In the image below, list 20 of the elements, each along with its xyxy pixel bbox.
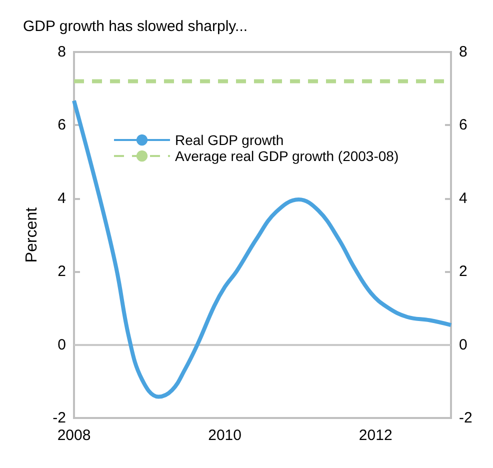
y-axis-title: Percent [24, 206, 40, 263]
y-tick-label: 6 [58, 116, 66, 134]
y2-tick-label: -2 [459, 410, 472, 426]
y-tick-label: 2 [58, 263, 66, 280]
chart-title: GDP growth has slowed sharply... [23, 18, 248, 35]
y-tick-label: 0 [58, 336, 66, 354]
y2-tick-label: 6 [459, 116, 468, 134]
y2-tick-label: 4 [459, 190, 468, 207]
y-tick-label: 8 [58, 44, 66, 60]
x-tick-label: 2008 [57, 427, 91, 444]
y-tick-label: -2 [52, 410, 66, 426]
legend-label: Average real GDP growth (2003-08) [175, 148, 399, 164]
line-series [72, 98, 453, 399]
x-tick-label: 2012 [358, 427, 392, 444]
y2-tick-label: 0 [459, 336, 468, 354]
y2-tick-label: 2 [459, 263, 468, 280]
x-tick-label: 2010 [208, 427, 242, 444]
y-tick-label: 4 [58, 190, 66, 207]
legend-label: Real GDP growth [175, 132, 284, 148]
y2-tick-label: 8 [459, 44, 468, 60]
